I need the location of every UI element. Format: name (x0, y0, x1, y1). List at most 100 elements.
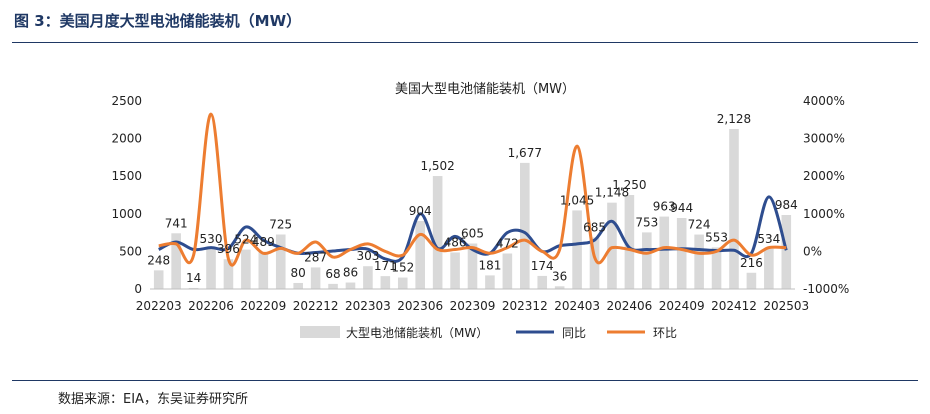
bar (781, 215, 792, 289)
bar-data-label: 605 (461, 227, 484, 241)
right-axis-tick-label: 4000% (803, 94, 845, 108)
bar-data-label: 553 (705, 230, 728, 244)
left-axis-tick-label: 0 (134, 282, 142, 296)
x-axis-tick-label: 202403 (554, 299, 600, 313)
bar (694, 234, 704, 289)
bar-data-label: 472 (496, 237, 519, 251)
x-axis-tick-label: 202312 (502, 299, 548, 313)
bar-data-label: 181 (478, 258, 501, 272)
bar-data-label: 216 (740, 256, 763, 270)
bar-data-label: 303 (356, 249, 379, 263)
bar (206, 249, 216, 289)
left-axis-tick-label: 1000 (111, 207, 142, 221)
bar (293, 282, 303, 289)
bar (589, 237, 600, 289)
bar-data-label: 174 (531, 259, 554, 273)
bar-data-label: 984 (775, 198, 798, 212)
bar-data-label: 80 (291, 266, 306, 280)
bar-data-label: 753 (635, 215, 658, 229)
bar (397, 277, 408, 289)
bar (415, 221, 425, 289)
bar (624, 195, 635, 289)
bar (642, 232, 652, 289)
bar (502, 253, 513, 289)
bar (328, 283, 338, 289)
x-axis-tick-label: 202409 (659, 299, 705, 313)
bar (363, 266, 373, 289)
bar (467, 243, 478, 289)
x-axis-tick-label: 202503 (763, 299, 809, 313)
bar (537, 275, 548, 289)
chart-title: 美国大型电池储能装机（MW） (395, 82, 575, 97)
bar-data-label: 725 (269, 217, 292, 231)
right-axis-tick-label: 3000% (803, 132, 845, 146)
bar (520, 162, 530, 289)
legend-swatch-bar (300, 326, 340, 338)
right-axis-tick-label: 2000% (803, 169, 845, 183)
legend: 大型电池储能装机（MW） 同比 环比 (300, 325, 677, 340)
bar-data-label: 248 (147, 253, 170, 267)
bar-data-label: 396 (217, 242, 240, 256)
bar-data-label: 86 (343, 266, 358, 280)
bar-data-label: 1,502 (420, 159, 454, 173)
legend-label: 环比 (653, 326, 677, 340)
bar-data-label: 944 (670, 201, 693, 215)
bar-data-label: 685 (583, 220, 606, 234)
bar-data-label: 1,148 (595, 186, 629, 200)
bar-data-label: 36 (552, 269, 567, 283)
bar (764, 248, 774, 289)
bar-data-label: 152 (391, 261, 414, 275)
bar (450, 252, 460, 289)
bar (153, 270, 164, 289)
figure-title: 图 3：美国月度大型电池储能装机（MW） (14, 12, 302, 30)
bar (380, 276, 391, 289)
bar-data-label: 171 (374, 259, 397, 273)
top-rule (12, 42, 918, 43)
bar (711, 247, 722, 289)
x-axis-tick-label: 202209 (240, 299, 286, 313)
bar-data-label: 486 (444, 235, 467, 249)
bar-data-label: 2,128 (717, 112, 751, 126)
bar-data-label: 68 (325, 267, 340, 281)
bar (241, 249, 251, 289)
bar-data-label: 1,250 (612, 178, 646, 192)
bar-data-label: 534 (757, 232, 780, 246)
bar-data-label: 741 (165, 216, 188, 230)
bar-data-label: 530 (200, 232, 223, 246)
bar (310, 267, 321, 289)
bar (746, 272, 757, 289)
source-note: 数据来源：EIA，东吴证券研究所 (58, 392, 248, 407)
bar (659, 216, 670, 289)
bar (432, 176, 443, 289)
left-axis-tick-label: 1500 (111, 169, 142, 183)
mom-line (158, 112, 787, 267)
bar (258, 252, 269, 289)
bar-data-label: 904 (409, 204, 432, 218)
bar (729, 128, 739, 289)
bottom-rule (12, 380, 918, 381)
bar (554, 286, 565, 289)
right-axis-tick-label: -1000% (803, 282, 849, 296)
bar-data-label: 524 (234, 233, 257, 247)
bar (275, 234, 286, 289)
right-axis-tick-label: 0% (803, 244, 822, 258)
bar (676, 218, 687, 289)
legend-label: 同比 (562, 326, 586, 340)
bar (223, 259, 234, 289)
bar (572, 210, 582, 289)
x-axis-tick-label: 202406 (606, 299, 652, 313)
x-axis-tick-label: 202206 (188, 299, 234, 313)
bar-data-label: 287 (304, 250, 327, 264)
bar (188, 287, 199, 289)
x-axis-tick-label: 202203 (136, 299, 182, 313)
bar (345, 282, 356, 289)
x-axis-tick-label: 202412 (711, 299, 757, 313)
x-axis-tick-label: 202212 (293, 299, 339, 313)
bar-data-label: 1,045 (560, 193, 594, 207)
left-axis-tick-label: 2500 (111, 94, 142, 108)
bar-data-label: 1,677 (508, 146, 542, 160)
bar-data-label: 963 (653, 200, 676, 214)
bar-data-label: 14 (186, 271, 201, 285)
bar (171, 233, 181, 289)
